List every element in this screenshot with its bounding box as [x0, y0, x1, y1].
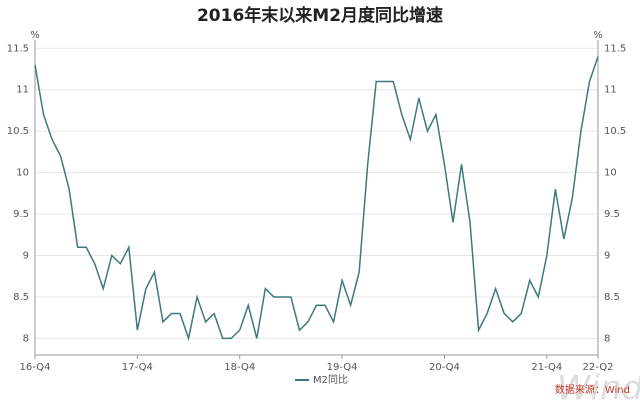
y2-tick-label: 9 — [604, 251, 610, 262]
x-tick-label: 21-Q4 — [531, 362, 562, 373]
y-tick-label: 11.5 — [7, 43, 29, 54]
y2-tick-label: 8 — [604, 333, 610, 344]
y-tick-label: 9.5 — [13, 209, 29, 220]
legend-label: M2同比 — [313, 374, 348, 386]
x-tick-label: 19-Q4 — [327, 362, 358, 373]
y2-tick-label: 10.5 — [604, 126, 626, 137]
y2-tick-label: 10 — [604, 168, 617, 179]
y-unit: % — [30, 30, 40, 41]
y-tick-label: 10 — [16, 168, 29, 179]
x-tick-label: 20-Q4 — [429, 362, 460, 373]
y2-unit: % — [593, 30, 603, 41]
y2-tick-label: 9.5 — [604, 209, 620, 220]
line-series — [34, 56, 599, 342]
x-tick-label: 17-Q4 — [122, 362, 153, 373]
watermark: Wind — [557, 369, 640, 401]
y2-tick-label: 8.5 — [604, 292, 620, 303]
source: 数据来源：Wind — [555, 383, 630, 396]
y2-tick-label: 11 — [604, 85, 617, 96]
y-tick-label: 8 — [23, 333, 29, 344]
x-tick-label: 18-Q4 — [224, 362, 255, 373]
y-tick-label: 10.5 — [7, 126, 29, 137]
y-tick-label: 9 — [23, 251, 29, 262]
x-tick-label: 16-Q4 — [20, 362, 51, 373]
y2-tick-label: 11.5 — [604, 43, 626, 54]
y-tick-label: 11 — [16, 85, 29, 96]
chart-title: 2016年末以来M2月度同比增速 — [197, 5, 443, 26]
y-tick-label: 8.5 — [13, 292, 29, 303]
x-tick-label: 22-Q2 — [583, 362, 614, 373]
